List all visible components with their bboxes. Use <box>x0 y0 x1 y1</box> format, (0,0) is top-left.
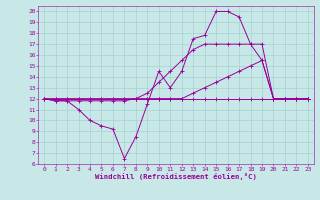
X-axis label: Windchill (Refroidissement éolien,°C): Windchill (Refroidissement éolien,°C) <box>95 173 257 180</box>
